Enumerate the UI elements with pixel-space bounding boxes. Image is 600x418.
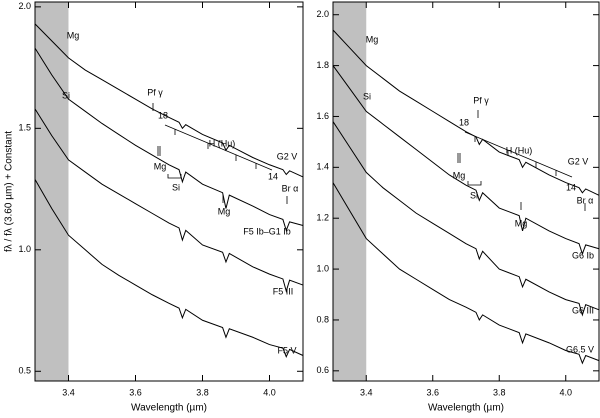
annotation: Si	[62, 90, 70, 100]
x-tick-label: 3.8	[493, 387, 506, 397]
y-tick-label: 1.5	[18, 123, 31, 133]
x-tick-label: 4.0	[559, 387, 572, 397]
annotation: 14	[566, 182, 576, 192]
y-tick-label: 0.5	[18, 366, 31, 376]
y-tick-label: 1.8	[316, 60, 329, 70]
spectrum-line	[34, 47, 304, 232]
spectrum-line	[332, 29, 600, 196]
annotation: Si	[172, 182, 180, 192]
series-label: G6.5 V	[566, 344, 594, 354]
annotation: 18	[158, 110, 168, 120]
series-label: G2 V	[568, 156, 589, 166]
feature-marks	[152, 103, 586, 211]
y-tick-label: 1.0	[18, 244, 31, 254]
annotation: Mg	[218, 206, 231, 216]
shaded-region	[35, 2, 69, 381]
series-label: G6 Ib	[572, 250, 594, 260]
annotation: 18	[459, 117, 469, 127]
annotation: Mg	[154, 161, 167, 171]
series-label: F5 III	[273, 286, 294, 296]
annotation: Br α	[282, 183, 299, 193]
spectrum-line	[332, 65, 600, 256]
annotation: H (Hu)	[209, 138, 236, 148]
annotation: Mg	[453, 170, 466, 180]
annotation: Br α	[577, 195, 594, 205]
x-tick-label: 3.4	[62, 387, 75, 397]
annotation: Si	[470, 190, 478, 200]
y-tick-label: 1.6	[316, 111, 329, 121]
annotation: 14	[268, 171, 278, 181]
x-tick-label: 3.6	[129, 387, 142, 397]
series-label: G2 V	[277, 151, 298, 161]
spectrum-line	[332, 182, 600, 365]
y-tick-label: 1.0	[316, 263, 329, 273]
y-axis-label: fλ / fλ (3.60 µm) + Constant	[4, 131, 15, 252]
annotation: Pf γ	[147, 87, 163, 97]
y-tick-label: 0.6	[316, 365, 329, 375]
y-tick-label: 1.4	[316, 162, 329, 172]
spectrum-line	[332, 121, 600, 317]
annotation: Pf γ	[473, 95, 489, 105]
x-tick-label: 3.8	[196, 387, 209, 397]
series-label: F5 Ib–G1 Ib	[243, 226, 291, 236]
spectrum-line	[34, 108, 304, 293]
y-tick-label: 2.0	[18, 1, 31, 11]
annotation: Mg	[366, 34, 379, 44]
x-tick-label: 3.6	[426, 387, 439, 397]
series-label: F5 V	[277, 345, 296, 355]
y-tick-label: 1.2	[316, 213, 329, 223]
x-axis-label: Wavelength (µm)	[428, 403, 504, 414]
x-tick-label: 4.0	[263, 387, 276, 397]
x-tick-label: 3.4	[360, 387, 373, 397]
x-axis-label: Wavelength (µm)	[131, 403, 207, 414]
plot-frame	[34, 1, 304, 382]
spectrum-line	[34, 23, 304, 178]
y-tick-label: 0.8	[316, 314, 329, 324]
spectrum-line	[34, 179, 304, 358]
annotation: Si	[363, 91, 371, 101]
annotation: Mg	[515, 218, 528, 228]
annotation: Mg	[67, 30, 80, 40]
annotation: H (Hu)	[506, 145, 533, 155]
plot-frame	[332, 1, 600, 382]
series-label: G6 III	[572, 305, 594, 315]
y-tick-label: 2.0	[316, 9, 329, 19]
